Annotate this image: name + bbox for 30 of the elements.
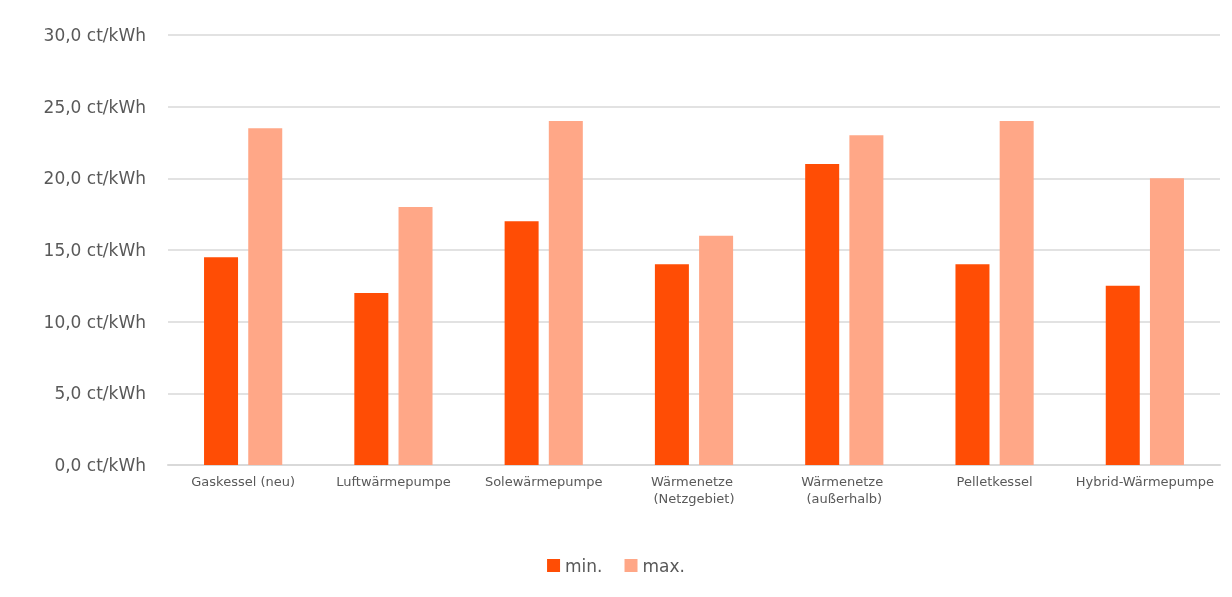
y-tick-label: 30,0 ct/kWh <box>43 25 146 45</box>
bar <box>354 293 389 465</box>
y-tick-label: 25,0 ct/kWh <box>43 96 146 117</box>
bar <box>504 221 539 465</box>
y-tick-label: 15,0 ct/kWh <box>43 240 146 260</box>
y-tick-label: 0,0 ct/kWh <box>54 455 146 475</box>
y-tick-label: 5,0 ct/kWh <box>54 383 146 404</box>
x-tick-label: Hybrid-Wärmepumpe <box>1075 474 1214 489</box>
bar <box>654 264 689 465</box>
bar <box>548 121 583 465</box>
x-tick-label: Luftwärmepumpe <box>336 474 451 489</box>
x-tick-label: Pelletkessel <box>956 474 1033 489</box>
x-tick-label: Wärmenetze (außerhalb) <box>801 474 888 506</box>
bar <box>1149 178 1184 465</box>
bar <box>955 264 990 465</box>
bar <box>849 135 884 465</box>
bar <box>1105 285 1140 465</box>
legend-label: min. <box>565 555 603 576</box>
bar <box>248 128 283 465</box>
x-tick-label: Solewärmepumpe <box>484 474 603 489</box>
bar <box>398 207 433 465</box>
y-tick-label: 10,0 ct/kWh <box>43 311 146 332</box>
x-tick-label: Wärmenetze (Netzgebiet) <box>650 474 738 506</box>
bar <box>999 121 1034 465</box>
bar <box>699 235 734 465</box>
x-tick-label: Gaskessel (neu) <box>191 474 296 489</box>
legend-label: max. <box>642 555 685 576</box>
y-tick-label: 20,0 ct/kWh <box>43 168 146 189</box>
bar <box>204 257 239 465</box>
bar <box>805 164 840 465</box>
